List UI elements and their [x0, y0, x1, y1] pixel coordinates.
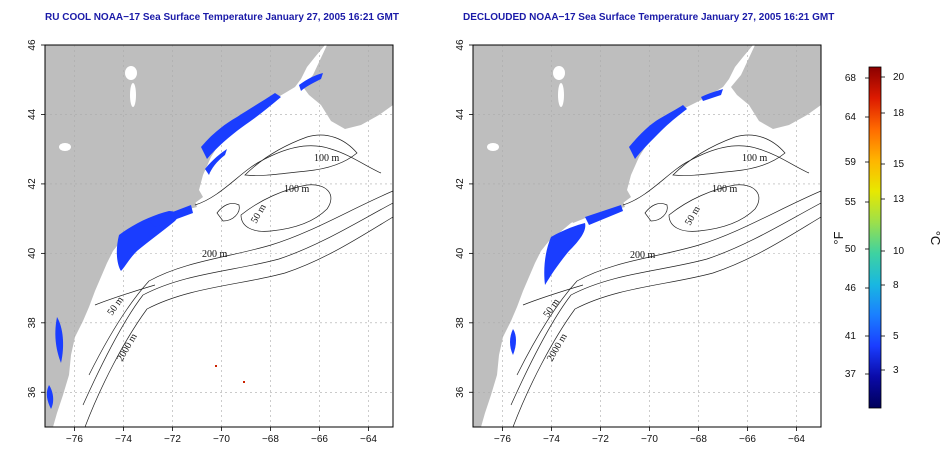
fahrenheit-tick-label: 50: [845, 244, 857, 255]
left-x-axis: −76 −74 −72 −70 −68 −66 −64: [66, 427, 377, 445]
right-x-axis: −76 −74 −72 −70 −68 −66 −64: [494, 427, 805, 445]
contour-label-100m: 100 m: [742, 153, 768, 164]
left-map-panel: 100 m 100 m 50 m 200 m 50 m 2000 m −76 −7…: [27, 39, 394, 445]
fahrenheit-tick-label: 64: [845, 112, 857, 123]
y-tick-label: 40: [455, 247, 466, 259]
contour-label-200m: 200 m: [202, 249, 228, 260]
fahrenheit-tick-label: 55: [845, 197, 857, 208]
fahrenheit-tick-label: 68: [845, 73, 857, 84]
celsius-scale: 20 18 15 13 10 8 5 3: [881, 72, 905, 376]
x-tick-label: −66: [739, 434, 756, 445]
left-y-axis: 36 38 40 42 44 46: [27, 39, 45, 398]
fahrenheit-tick-label: 46: [845, 283, 857, 294]
x-tick-label: −70: [641, 434, 658, 445]
celsius-unit-label: °C: [928, 231, 943, 246]
fahrenheit-scale: 68 64 59 55 50 46 41 37: [845, 73, 869, 380]
fahrenheit-unit-label: °F: [831, 231, 846, 244]
x-tick-label: −72: [164, 434, 181, 445]
y-tick-label: 36: [455, 386, 466, 398]
x-tick-label: −72: [592, 434, 609, 445]
fahrenheit-tick-label: 59: [845, 157, 857, 168]
x-tick-label: −64: [788, 434, 805, 445]
x-tick-label: −76: [66, 434, 83, 445]
y-tick-label: 42: [455, 178, 466, 190]
sst-cold-water: [46, 73, 323, 409]
colorbar: 68 64 59 55 50 46 41 37 20 18 15 13 10 8 5 3 °F °C: [831, 66, 943, 409]
y-tick-label: 36: [27, 386, 38, 398]
celsius-tick-label: 18: [893, 108, 905, 119]
y-tick-label: 38: [27, 317, 38, 329]
y-tick-label: 46: [27, 39, 38, 51]
right-map-title: DECLOUDED NOAA−17 Sea Surface Temperatur…: [463, 12, 835, 23]
x-tick-label: −70: [213, 434, 230, 445]
celsius-tick-label: 10: [893, 246, 905, 257]
contour-label-100m-2: 100 m: [712, 184, 738, 195]
celsius-tick-label: 20: [893, 72, 905, 83]
x-tick-label: −66: [311, 434, 328, 445]
y-tick-label: 44: [27, 108, 38, 120]
celsius-tick-label: 15: [893, 159, 905, 170]
fahrenheit-tick-label: 41: [845, 331, 857, 342]
y-tick-label: 42: [27, 178, 38, 190]
contour-label-200m: 200 m: [630, 250, 656, 261]
colorbar-gradient: [868, 66, 882, 409]
contour-label-100m: 100 m: [314, 153, 340, 164]
contour-label-100m-2: 100 m: [284, 184, 310, 195]
y-tick-label: 40: [27, 247, 38, 259]
x-tick-label: −68: [262, 434, 279, 445]
right-y-axis: 36 38 40 42 44 46: [455, 39, 473, 398]
celsius-tick-label: 5: [893, 331, 899, 342]
celsius-tick-label: 3: [893, 365, 899, 376]
right-map-panel: 100 m 100 m 50 m 200 m 50 m 2000 m −76 −7…: [455, 39, 822, 445]
left-map-title: RU COOL NOAA−17 Sea Surface Temperature …: [45, 12, 399, 23]
x-tick-label: −64: [360, 434, 377, 445]
x-tick-label: −68: [690, 434, 707, 445]
y-tick-label: 46: [455, 39, 466, 51]
x-tick-label: −76: [494, 434, 511, 445]
x-tick-label: −74: [115, 434, 132, 445]
fahrenheit-tick-label: 37: [845, 369, 857, 380]
y-tick-label: 38: [455, 317, 466, 329]
celsius-tick-label: 8: [893, 280, 899, 291]
celsius-tick-label: 13: [893, 194, 905, 205]
y-tick-label: 44: [455, 108, 466, 120]
sst-cold-water: [510, 89, 723, 355]
grid-lines: [473, 45, 821, 427]
x-tick-label: −74: [543, 434, 560, 445]
